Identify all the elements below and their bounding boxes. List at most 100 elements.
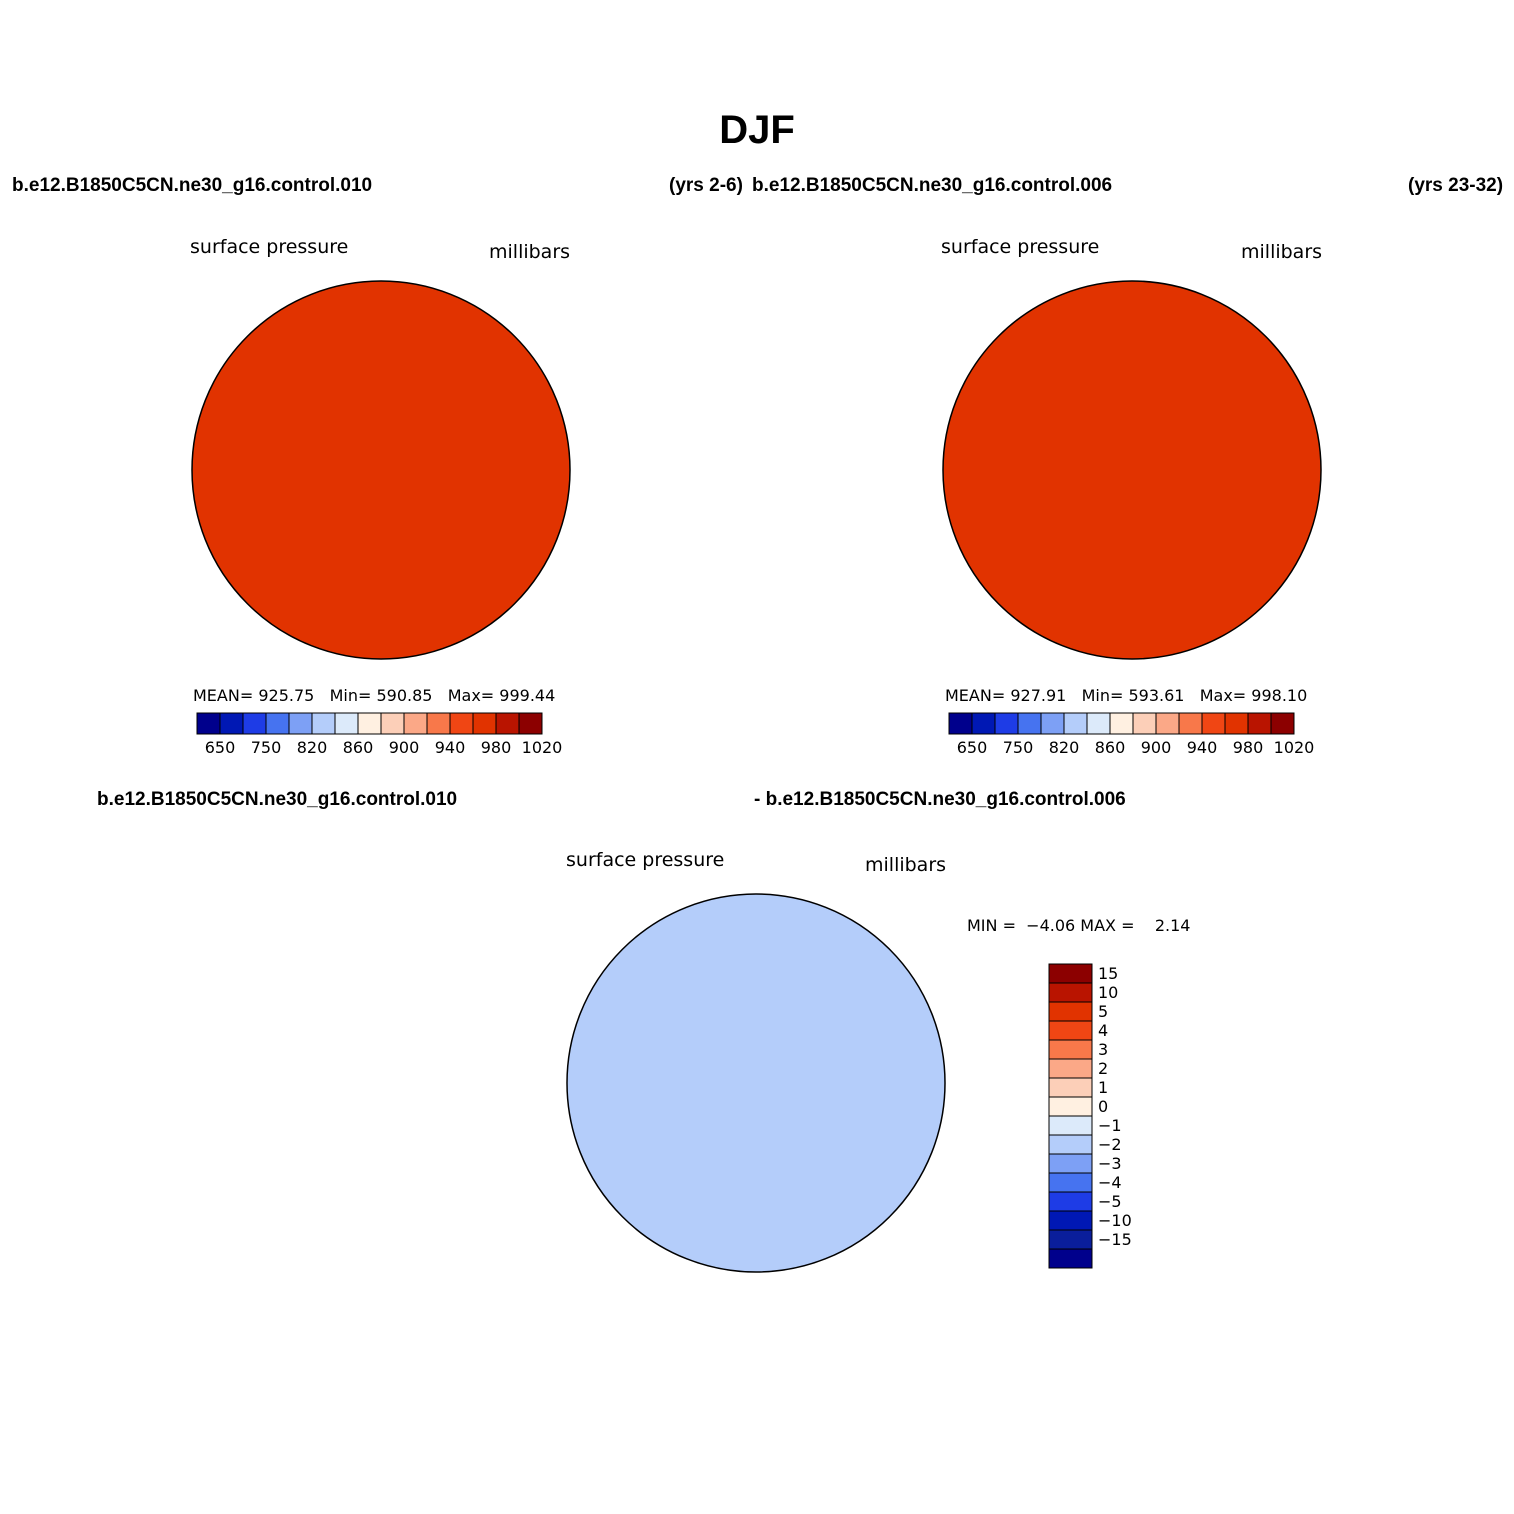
panel3-colorbar-swatch-12 [1048, 1191, 1093, 1212]
panel1-units: millibars [489, 241, 571, 263]
panel1-max-value: 999.44 [499, 686, 556, 705]
panel3-colorbar-label-4: 3 [1098, 1040, 1108, 1059]
panel1-colorbar-label-6: 980 [481, 738, 512, 757]
panel2-stats: MEAN= 927.91 Min= 593.61 Max= 998.10 [945, 686, 1307, 705]
panel3-colorbar-swatch-9 [1048, 1134, 1093, 1155]
panel3-colorbar-swatch-15 [1048, 1248, 1093, 1269]
panel1-colorbar-swatch-14 [518, 712, 543, 735]
panel1-colorbar-label-1: 750 [251, 738, 282, 757]
panel1-colorbar-swatch-5 [311, 712, 336, 735]
panel2-colorbar: 650 750 820 860 900 940 980 1020 [948, 712, 1315, 757]
panel3-min-value: −4.06 [1026, 916, 1076, 935]
diff-case-b-label: - b.e12.B1850C5CN.ne30_g16.control.006 [754, 789, 1126, 810]
panel2-colorbar-label-0: 650 [957, 738, 988, 757]
panel1-colorbar-swatch-1 [219, 712, 244, 735]
panel1-max-label: Max= [447, 686, 495, 705]
panel3-colorbar-swatch-11 [1048, 1172, 1093, 1193]
panel2-min-label: Min= [1081, 686, 1124, 705]
panel3-colorbar-label-0: 15 [1098, 964, 1118, 983]
panel1-variable: surface pressure [190, 236, 349, 258]
panel3-min-label: MIN = [967, 916, 1016, 935]
panel3-colorbar-swatch-3 [1048, 1020, 1093, 1041]
panel3-variable: surface pressure [566, 849, 725, 871]
panel3-colorbar-label-6: 1 [1098, 1078, 1108, 1097]
panel3-map [566, 893, 946, 1273]
panel1-ocean [192, 281, 570, 659]
panel2-colorbar-label-7: 1020 [1274, 738, 1315, 757]
panel2-colorbar-swatch-10 [1178, 712, 1203, 735]
panel1-mean-label: MEAN= [193, 686, 254, 705]
panel2-colorbar-swatch-13 [1247, 712, 1272, 735]
panel1-colorbar-swatch-10 [426, 712, 451, 735]
panel3-colorbar-swatch-0 [1048, 963, 1093, 984]
panel2-colorbar-label-2: 820 [1049, 738, 1080, 757]
panel2-units: millibars [1241, 241, 1323, 263]
panel2-colorbar-label-5: 940 [1187, 738, 1218, 757]
panel2-colorbar-swatch-6 [1086, 712, 1111, 735]
panel3-units: millibars [865, 854, 947, 876]
panel3-colorbar-swatch-13 [1048, 1210, 1093, 1231]
panel3-colorbar-swatch-7 [1048, 1096, 1093, 1117]
panel1-colorbar-swatch-0 [196, 712, 221, 735]
top-right-case-label: b.e12.B1850C5CN.ne30_g16.control.006 [752, 175, 1113, 196]
top-left-years-label: (yrs 2-6) [669, 175, 743, 196]
top-right-years-label: (yrs 23-32) [1408, 175, 1504, 196]
panel2-colorbar-swatch-5 [1063, 712, 1088, 735]
panel1-colorbar-swatch-4 [288, 712, 313, 735]
panel2-colorbar-swatch-8 [1132, 712, 1157, 735]
panel1-colorbar-swatch-13 [495, 712, 520, 735]
panel2-colorbar-swatch-2 [994, 712, 1019, 735]
panel1-colorbar-label-0: 650 [205, 738, 236, 757]
panel3-colorbar-label-11: −4 [1098, 1173, 1122, 1192]
panel1-colorbar-label-2: 820 [297, 738, 328, 757]
panel2-variable: surface pressure [941, 236, 1100, 258]
panel1-colorbar-label-5: 940 [435, 738, 466, 757]
panel3-max-label: MAX = [1080, 916, 1135, 935]
panel1-colorbar-swatch-11 [449, 712, 474, 735]
panel2-mean-value: 927.91 [1010, 686, 1067, 705]
panel3-map-border [566, 893, 946, 1273]
panel1-colorbar-swatch-2 [242, 712, 267, 735]
panel2-colorbar-label-1: 750 [1003, 738, 1034, 757]
panel1-colorbar-swatch-6 [334, 712, 359, 735]
panel3-colorbar-swatch-10 [1048, 1153, 1093, 1174]
top-left-case-label: b.e12.B1850C5CN.ne30_g16.control.010 [12, 175, 373, 196]
panel1-mean-value: 925.75 [258, 686, 315, 705]
panel3-colorbar-swatch-2 [1048, 1001, 1093, 1022]
panel3-background [567, 894, 945, 1272]
panel3-colorbar-label-3: 4 [1098, 1021, 1108, 1040]
panel3-colorbar-label-13: −10 [1098, 1211, 1132, 1230]
panel2-ocean [943, 281, 1321, 659]
main-title: DJF [719, 108, 795, 152]
panel3-colorbar-swatch-5 [1048, 1058, 1093, 1079]
panel2-colorbar-swatch-7 [1109, 712, 1134, 735]
panel1-colorbar-swatch-8 [380, 712, 405, 735]
panel3-colorbar-label-8: −1 [1098, 1116, 1122, 1135]
panel1-min-label: Min= [329, 686, 372, 705]
panel3-colorbar-swatch-4 [1048, 1039, 1093, 1060]
panel1-colorbar-swatch-9 [403, 712, 428, 735]
panel2-min-value: 593.61 [1128, 686, 1185, 705]
panel2-colorbar-swatch-14 [1270, 712, 1295, 735]
panel1-colorbar-swatch-7 [357, 712, 382, 735]
panel3-colorbar-label-5: 2 [1098, 1059, 1108, 1078]
panel2-colorbar-swatch-1 [971, 712, 996, 735]
panel1-min-value: 590.85 [376, 686, 433, 705]
panel1-colorbar-swatch-12 [472, 712, 497, 735]
panel2-colorbar-swatch-9 [1155, 712, 1180, 735]
diff-case-a-label: b.e12.B1850C5CN.ne30_g16.control.010 [97, 789, 458, 810]
panel2-mean-label: MEAN= [945, 686, 1006, 705]
panel3-max-value: 2.14 [1154, 916, 1191, 935]
panel1-colorbar-swatch-3 [265, 712, 290, 735]
panel3-colorbar-label-1: 10 [1098, 983, 1118, 1002]
panel3-colorbar-swatch-8 [1048, 1115, 1093, 1136]
panel1-map [191, 280, 571, 660]
panel3-colorbar-label-9: −2 [1098, 1135, 1122, 1154]
panel3-colorbar-swatch-14 [1048, 1229, 1093, 1250]
panel3-colorbar-label-14: −15 [1098, 1230, 1132, 1249]
panel1-colorbar-label-4: 900 [389, 738, 420, 757]
panel3-colorbar-label-2: 5 [1098, 1002, 1108, 1021]
panel3-colorbar-label-10: −3 [1098, 1154, 1122, 1173]
panel3-colorbar-label-12: −5 [1098, 1192, 1122, 1211]
